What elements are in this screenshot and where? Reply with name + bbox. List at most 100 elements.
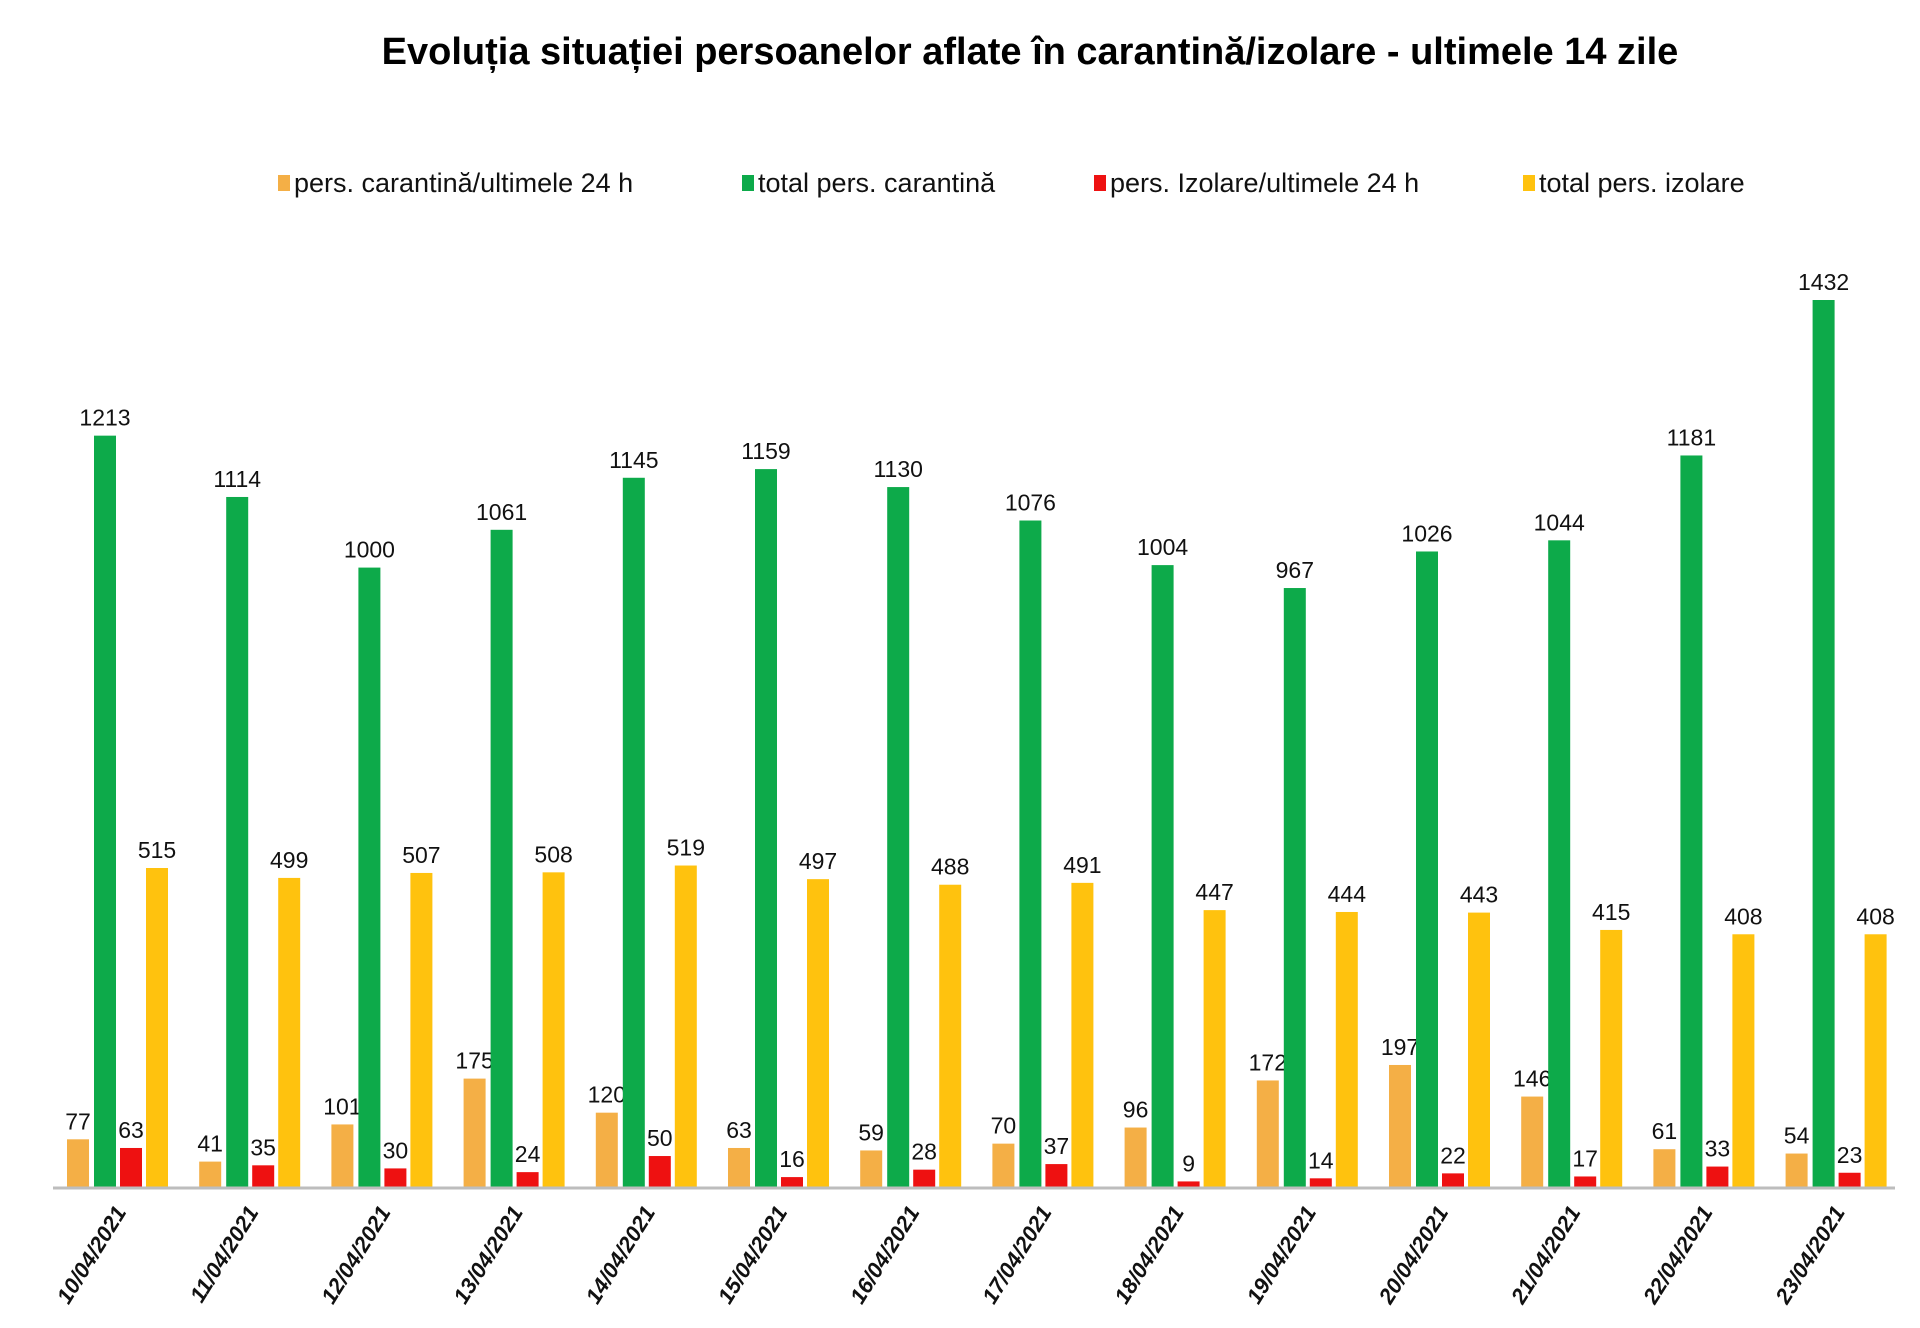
- data-label: 50: [647, 1125, 673, 1151]
- data-label: 1181: [1667, 424, 1716, 450]
- data-label: 28: [911, 1139, 937, 1165]
- data-label: 61: [1652, 1118, 1678, 1144]
- data-label: 499: [270, 847, 308, 873]
- bar: [1124, 1127, 1147, 1187]
- bar: [94, 435, 116, 1187]
- data-label: 488: [931, 854, 969, 880]
- bar: [410, 872, 433, 1187]
- bar: [1071, 882, 1094, 1187]
- bar: [1177, 1181, 1200, 1187]
- bar: [860, 1150, 883, 1187]
- bar: [1019, 520, 1042, 1187]
- legend-swatch: [742, 175, 754, 191]
- bar: [1785, 1153, 1808, 1187]
- bars: 77 1213 63 515 41 1114 35 499 101 1000 30 507 175 106…: [65, 269, 1895, 1188]
- x-tick-label: 20/04/2021: [1373, 1201, 1453, 1308]
- bar: [278, 877, 301, 1187]
- x-tick-label: 17/04/2021: [977, 1201, 1057, 1308]
- bar: [516, 1172, 539, 1187]
- bar: [913, 1169, 936, 1187]
- data-label: 146: [1513, 1066, 1551, 1092]
- x-tick-label: 21/04/2021: [1505, 1201, 1585, 1308]
- bar: [1416, 551, 1438, 1187]
- chart-title: Evoluția situației persoanelor aflate în…: [382, 31, 1679, 73]
- data-label: 507: [402, 842, 440, 868]
- data-label: 35: [250, 1134, 276, 1160]
- x-tick-label: 19/04/2021: [1241, 1201, 1321, 1308]
- bar: [1045, 1164, 1068, 1187]
- data-label: 54: [1784, 1123, 1810, 1149]
- bar: [1468, 912, 1490, 1187]
- bar: [1389, 1064, 1411, 1187]
- data-label: 1004: [1137, 534, 1188, 560]
- data-label: 63: [118, 1117, 144, 1143]
- data-label: 59: [858, 1119, 884, 1145]
- bar: [728, 1147, 750, 1187]
- legend-label: pers. carantină/ultimele 24 h: [294, 168, 633, 198]
- bar: [1256, 1080, 1279, 1187]
- bar: [1864, 934, 1887, 1187]
- legend: pers. carantină/ultimele 24 h total pers.…: [278, 168, 1745, 198]
- data-label: 175: [455, 1048, 493, 1074]
- data-label: 70: [991, 1113, 1017, 1139]
- bar: [781, 1177, 803, 1187]
- data-label: 497: [799, 848, 837, 874]
- bar: [939, 884, 962, 1187]
- bar: [1706, 1166, 1729, 1187]
- legend-swatch: [278, 175, 290, 191]
- data-label: 96: [1123, 1097, 1149, 1123]
- data-label: 63: [726, 1117, 752, 1143]
- x-tick-label: 13/04/2021: [448, 1201, 528, 1308]
- bar: [1309, 1178, 1332, 1187]
- data-label: 24: [515, 1141, 541, 1167]
- bar: [1283, 588, 1306, 1187]
- data-label: 1432: [1798, 269, 1849, 295]
- bar: [1548, 540, 1571, 1187]
- bar: [67, 1139, 89, 1187]
- bar: [1574, 1176, 1597, 1187]
- data-label: 408: [1724, 903, 1762, 929]
- bar: [1680, 455, 1703, 1187]
- data-label: 14: [1308, 1147, 1334, 1173]
- bar: [622, 477, 645, 1188]
- bar: [490, 529, 513, 1187]
- bar: [807, 879, 829, 1187]
- bar: [384, 1168, 407, 1187]
- bar: [992, 1143, 1015, 1187]
- data-label: 444: [1328, 881, 1367, 907]
- legend-label: total pers. carantină: [758, 168, 996, 198]
- data-label: 519: [667, 835, 705, 861]
- data-label: 1114: [213, 466, 261, 492]
- data-label: 1213: [79, 405, 130, 431]
- bar: [1151, 565, 1174, 1187]
- x-tick-label: 15/04/2021: [713, 1201, 793, 1308]
- data-label: 41: [197, 1131, 223, 1157]
- legend-swatch: [1523, 175, 1535, 191]
- bar: [1521, 1096, 1544, 1187]
- data-label: 9: [1182, 1150, 1195, 1176]
- bar: [542, 872, 565, 1187]
- data-label: 447: [1195, 879, 1233, 905]
- data-label: 508: [534, 841, 572, 867]
- bar: [674, 865, 697, 1187]
- data-label: 30: [383, 1137, 409, 1163]
- data-label: 22: [1440, 1142, 1466, 1168]
- data-label: 408: [1856, 903, 1894, 929]
- x-tick-label: 23/04/2021: [1770, 1201, 1850, 1308]
- bar: [1335, 911, 1358, 1187]
- x-axis-ticks: 10/04/2021 11/04/2021 12/04/2021 13/04/2021…: [52, 1201, 1850, 1308]
- x-tick-label: 14/04/2021: [580, 1201, 660, 1308]
- data-label: 967: [1276, 557, 1314, 583]
- data-label: 1026: [1401, 520, 1452, 546]
- bar: [1600, 929, 1623, 1187]
- bar: [1653, 1149, 1676, 1187]
- data-label: 16: [779, 1146, 805, 1172]
- bar: [199, 1161, 222, 1187]
- legend-swatch: [1094, 175, 1106, 191]
- data-label: 17: [1572, 1145, 1598, 1171]
- data-label: 1076: [1005, 490, 1056, 516]
- x-tick-label: 22/04/2021: [1638, 1201, 1718, 1308]
- data-label: 197: [1381, 1034, 1419, 1060]
- bar: [1732, 934, 1755, 1187]
- x-tick-label: 12/04/2021: [316, 1201, 396, 1308]
